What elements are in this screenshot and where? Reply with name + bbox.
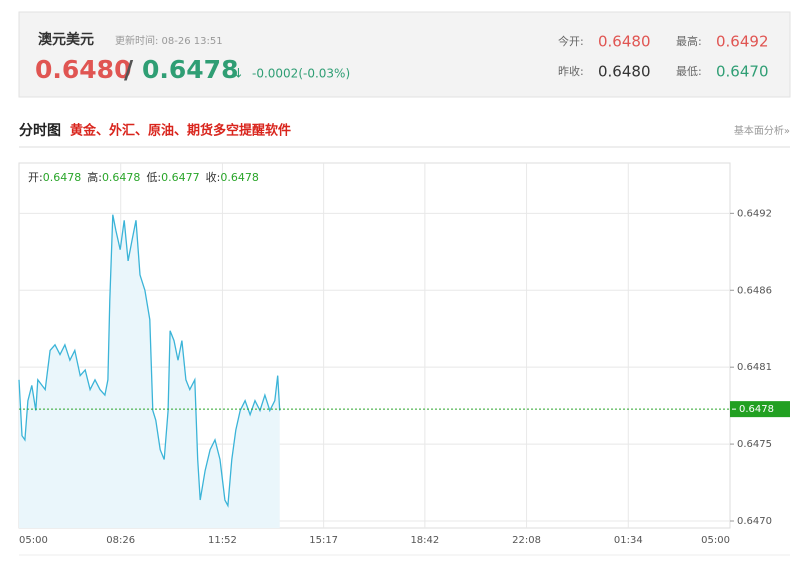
y-tick-label: 0.6481 (737, 362, 772, 373)
ohlc-value: 0.6478 (102, 171, 141, 184)
y-tick-label: 0.6492 (737, 208, 772, 219)
y-tick-label: 0.6486 (737, 285, 772, 296)
stat-label: 最低: (676, 65, 702, 78)
area (19, 214, 280, 528)
stat-value: 0.6470 (716, 63, 769, 81)
x-tick-label: 18:42 (410, 535, 439, 546)
stat-label: 昨收: (558, 64, 584, 78)
quote-header (18, 11, 791, 98)
plot-frame (18, 162, 731, 529)
stat-label: 今开: (558, 34, 584, 48)
stat-value: 0.6480 (598, 63, 651, 81)
x-tick-label: 22:08 (512, 535, 541, 546)
section-title: 分时图 (19, 122, 61, 139)
bid-price: 0.6480 (35, 55, 131, 84)
ohlc-label: 高: (87, 170, 102, 184)
stat-label: 最高: (676, 34, 702, 48)
stat-value: 0.6492 (716, 33, 769, 51)
price-line (18, 214, 281, 508)
last-price-label: 0.6478 (739, 404, 774, 415)
ohlc-label: 低: (146, 171, 161, 184)
x-tick-label: 05:00 (19, 535, 48, 546)
stat-value: 0.6480 (598, 33, 651, 51)
ask-price: 0.6478 (142, 55, 238, 84)
price-change: -0.0002(-0.03%) (252, 67, 350, 81)
y-tick-label: 0.6470 (737, 516, 772, 527)
symbol-name: 澳元美元 (38, 31, 94, 48)
analysis-link[interactable]: 基本面分析» (734, 124, 790, 137)
ohlc-label: 收: (206, 170, 221, 184)
plot: 0.6470 0.6475 0.6481 0.6486 0.6492 05:00 08:26… (18, 163, 790, 546)
x-tick-label: 08:26 (106, 535, 135, 546)
x-tick-label: 01:34 (614, 535, 643, 546)
x-tick-label: 11:52 (208, 535, 237, 546)
ohlc-label: 开: (28, 171, 43, 184)
last-price-tag (730, 401, 790, 418)
ohlc-value: 0.6478 (43, 171, 82, 184)
y-tick-label: 0.6475 (737, 439, 772, 450)
x-tick-label: 05:00 (701, 535, 730, 546)
change-arrow: ↓ (233, 67, 244, 82)
update-time: 更新时间: 08-26 13:51 (115, 34, 223, 47)
x-tick-label: 15:17 (309, 535, 338, 546)
ohlc-value: 0.6477 (161, 171, 200, 184)
promo-link[interactable]: 黄金、外汇、原油、期货多空提醒软件 (70, 123, 291, 139)
ohlc-value: 0.6478 (220, 171, 259, 184)
price-separator: / (124, 55, 134, 84)
